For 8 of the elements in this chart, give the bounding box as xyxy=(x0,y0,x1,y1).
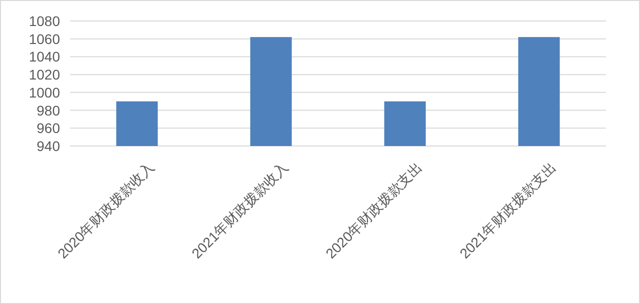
y-tick-label: 1000 xyxy=(28,84,60,100)
y-tick-label: 1060 xyxy=(28,30,60,47)
y-tick-label: 940 xyxy=(36,138,60,154)
y-tick-label: 960 xyxy=(36,120,60,136)
y-tick-label: 1020 xyxy=(28,66,60,83)
y-tick-label: 980 xyxy=(36,102,60,118)
y-tick-label: 1080 xyxy=(28,13,60,29)
y-tick-label: 1040 xyxy=(28,48,60,65)
